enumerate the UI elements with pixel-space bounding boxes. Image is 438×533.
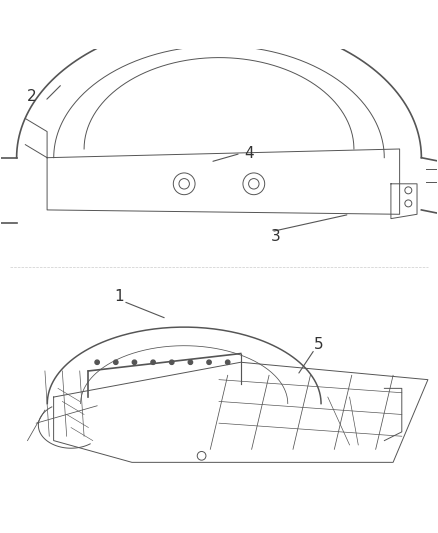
- Text: 1: 1: [114, 289, 124, 304]
- Text: 4: 4: [245, 146, 254, 161]
- Circle shape: [95, 360, 99, 365]
- Circle shape: [188, 360, 193, 365]
- Circle shape: [151, 360, 155, 365]
- Circle shape: [113, 360, 118, 365]
- Text: 2: 2: [27, 89, 37, 104]
- Text: 3: 3: [271, 229, 280, 244]
- Text: 5: 5: [314, 337, 324, 352]
- Circle shape: [132, 360, 137, 365]
- Circle shape: [226, 360, 230, 365]
- Circle shape: [170, 360, 174, 365]
- Circle shape: [207, 360, 211, 365]
